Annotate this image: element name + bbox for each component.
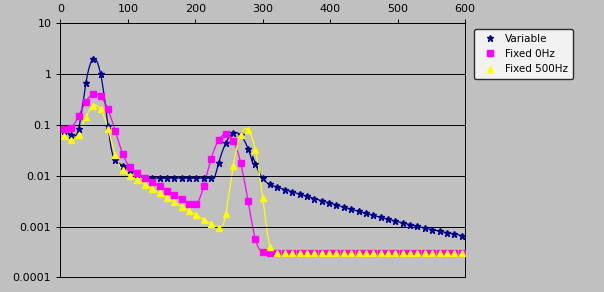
- Line: Fixed 500Hz: Fixed 500Hz: [61, 103, 464, 256]
- Fixed 0Hz: [163, 189, 170, 192]
- Fixed 500Hz: [421, 251, 428, 255]
- Variable: [421, 226, 428, 230]
- Legend: Variable, Fixed 0Hz, Fixed 500Hz: Variable, Fixed 0Hz, Fixed 500Hz: [474, 29, 573, 79]
- Fixed 500Hz: [141, 183, 149, 187]
- Fixed 0Hz: [215, 138, 222, 142]
- Variable: [458, 234, 465, 237]
- Fixed 0Hz: [141, 176, 149, 179]
- Fixed 500Hz: [458, 251, 465, 255]
- Fixed 0Hz: [421, 251, 428, 255]
- Fixed 500Hz: [112, 153, 119, 157]
- Fixed 500Hz: [451, 251, 458, 255]
- Fixed 500Hz: [89, 104, 97, 107]
- Variable: [60, 129, 68, 132]
- Variable: [451, 232, 458, 236]
- Variable: [89, 57, 97, 60]
- Fixed 500Hz: [163, 196, 170, 200]
- Fixed 0Hz: [89, 92, 97, 96]
- Fixed 0Hz: [451, 251, 458, 255]
- Fixed 500Hz: [215, 226, 222, 230]
- Variable: [163, 176, 170, 180]
- Variable: [141, 176, 149, 180]
- Fixed 500Hz: [60, 135, 68, 138]
- Fixed 0Hz: [60, 127, 68, 130]
- Line: Fixed 0Hz: Fixed 0Hz: [61, 91, 464, 256]
- Variable: [112, 159, 119, 162]
- Fixed 0Hz: [112, 129, 119, 133]
- Variable: [215, 161, 222, 165]
- Line: Variable: Variable: [60, 55, 465, 239]
- Fixed 0Hz: [458, 251, 465, 255]
